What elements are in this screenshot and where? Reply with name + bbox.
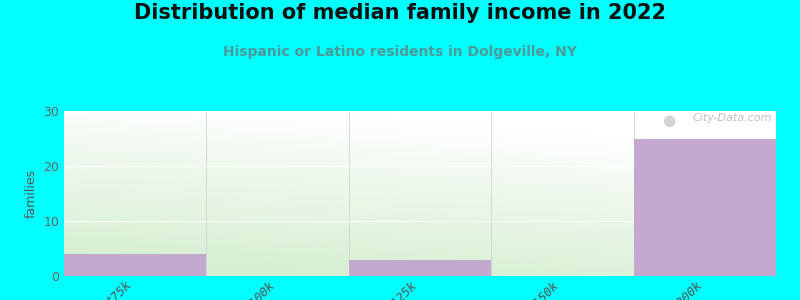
Text: Hispanic or Latino residents in Dolgeville, NY: Hispanic or Latino residents in Dolgevil… (223, 45, 577, 59)
Bar (64, 254, 206, 276)
Bar (634, 139, 776, 276)
Text: ●: ● (662, 112, 675, 128)
Text: City-Data.com: City-Data.com (693, 112, 773, 123)
Text: Distribution of median family income in 2022: Distribution of median family income in … (134, 3, 666, 23)
Bar (349, 260, 491, 276)
Y-axis label: families: families (25, 169, 38, 218)
